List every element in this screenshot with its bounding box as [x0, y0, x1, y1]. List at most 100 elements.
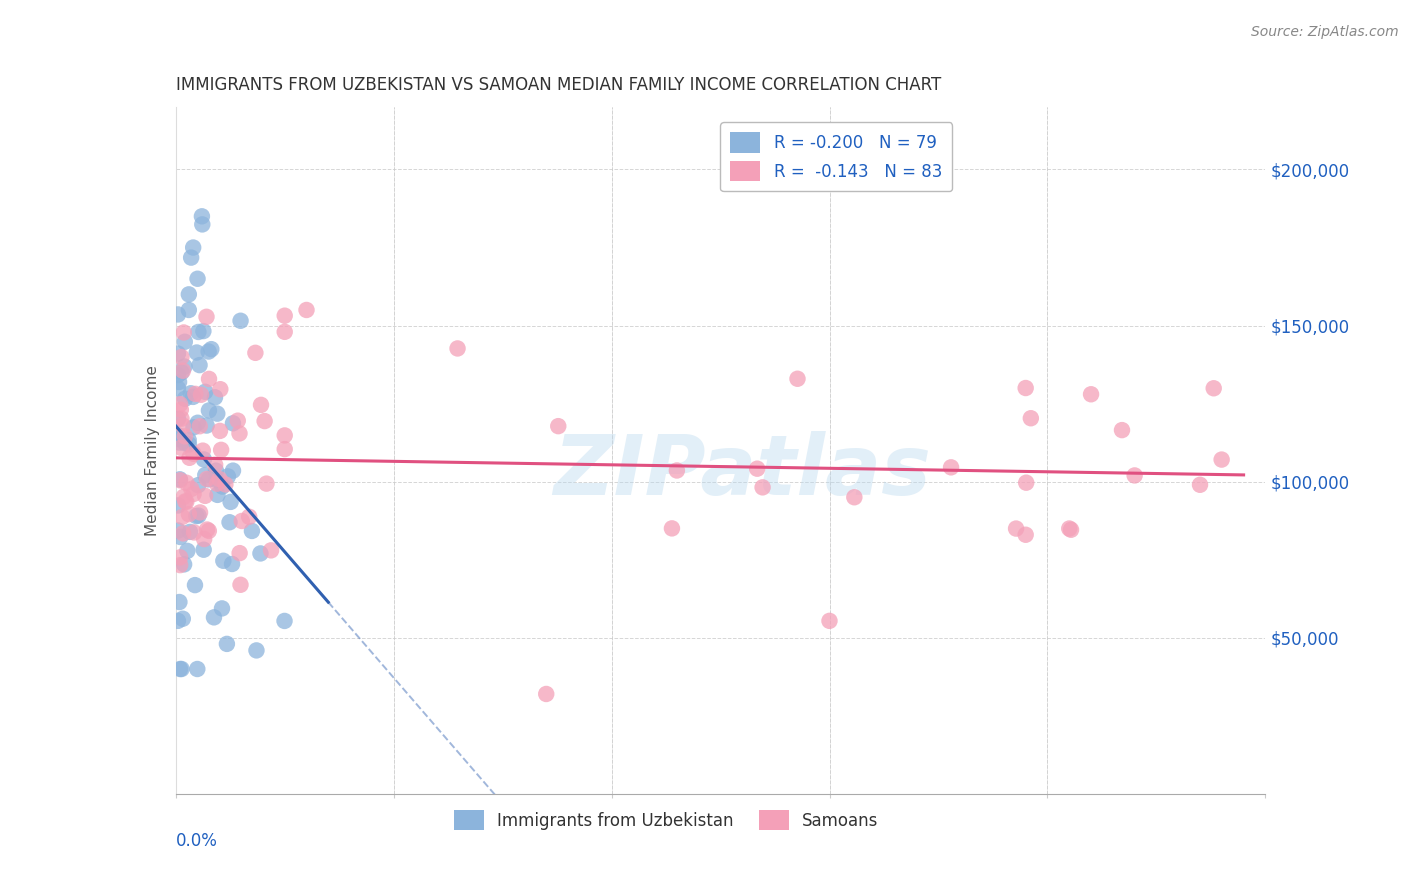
Point — [177, 507, 200, 521]
Point — [174, 436, 197, 450]
Point — [191, 443, 214, 458]
Point — [844, 490, 866, 504]
Point — [169, 397, 191, 411]
Point — [183, 420, 205, 434]
Point — [187, 325, 209, 339]
Point — [215, 637, 238, 651]
Point — [1015, 475, 1038, 490]
Point — [174, 392, 197, 406]
Point — [183, 487, 205, 501]
Point — [665, 463, 688, 477]
Point — [228, 546, 250, 560]
Point — [177, 437, 200, 451]
Point — [205, 464, 228, 478]
Point — [238, 509, 260, 524]
Point — [274, 325, 297, 339]
Text: ZIPatlas: ZIPatlas — [554, 431, 931, 512]
Point — [167, 308, 190, 322]
Point — [194, 384, 217, 399]
Point — [173, 359, 195, 374]
Point — [202, 610, 225, 624]
Point — [253, 414, 276, 428]
Point — [167, 382, 190, 396]
Point — [180, 251, 202, 265]
Point — [187, 416, 209, 430]
Point — [179, 450, 201, 465]
Point — [179, 524, 201, 539]
Point — [198, 372, 221, 386]
Y-axis label: Median Family Income: Median Family Income — [145, 365, 160, 536]
Point — [209, 442, 232, 457]
Point — [208, 424, 231, 438]
Point — [260, 543, 283, 558]
Point — [245, 346, 267, 360]
Point — [186, 271, 209, 285]
Point — [1080, 387, 1102, 401]
Point — [273, 614, 295, 628]
Point — [204, 390, 226, 404]
Point — [167, 411, 190, 425]
Point — [1189, 478, 1212, 492]
Point — [172, 418, 194, 433]
Point — [534, 687, 557, 701]
Point — [170, 411, 193, 425]
Point — [818, 614, 841, 628]
Point — [187, 478, 209, 492]
Point — [183, 447, 205, 461]
Point — [193, 532, 215, 546]
Text: 0.0%: 0.0% — [176, 831, 218, 850]
Point — [211, 601, 233, 615]
Point — [191, 209, 214, 223]
Point — [198, 403, 221, 417]
Point — [195, 472, 218, 486]
Text: IMMIGRANTS FROM UZBEKISTAN VS SAMOAN MEDIAN FAMILY INCOME CORRELATION CHART: IMMIGRANTS FROM UZBEKISTAN VS SAMOAN MED… — [176, 77, 941, 95]
Point — [1202, 381, 1225, 395]
Point — [188, 505, 211, 519]
Point — [222, 464, 245, 478]
Point — [198, 472, 221, 486]
Point — [1005, 522, 1028, 536]
Text: Source: ZipAtlas.com: Source: ZipAtlas.com — [1251, 25, 1399, 39]
Point — [173, 558, 195, 572]
Point — [167, 346, 190, 360]
Point — [231, 514, 253, 528]
Point — [177, 433, 200, 447]
Point — [177, 303, 200, 318]
Point — [173, 429, 195, 443]
Point — [245, 643, 267, 657]
Point — [176, 495, 198, 509]
Point — [169, 662, 191, 676]
Point — [939, 460, 962, 475]
Point — [170, 662, 193, 676]
Point — [212, 554, 235, 568]
Point — [173, 326, 195, 340]
Point — [167, 432, 190, 446]
Point — [193, 324, 215, 338]
Point — [172, 364, 194, 378]
Point — [751, 480, 773, 494]
Legend: Immigrants from Uzbekistan, Samoans: Immigrants from Uzbekistan, Samoans — [447, 804, 884, 837]
Point — [786, 372, 808, 386]
Point — [217, 469, 239, 483]
Point — [256, 476, 278, 491]
Point — [169, 595, 191, 609]
Point — [194, 468, 217, 483]
Point — [186, 662, 208, 676]
Point — [204, 458, 226, 472]
Point — [167, 614, 190, 628]
Point — [228, 426, 250, 441]
Point — [172, 509, 194, 524]
Point — [219, 495, 242, 509]
Point — [169, 472, 191, 486]
Point — [190, 388, 212, 402]
Point — [211, 479, 233, 493]
Point — [180, 386, 202, 401]
Point — [174, 494, 197, 508]
Point — [205, 476, 228, 491]
Point — [200, 342, 222, 356]
Point — [181, 390, 204, 404]
Point — [167, 368, 190, 383]
Point — [176, 544, 198, 558]
Point — [229, 578, 252, 592]
Point — [226, 414, 249, 428]
